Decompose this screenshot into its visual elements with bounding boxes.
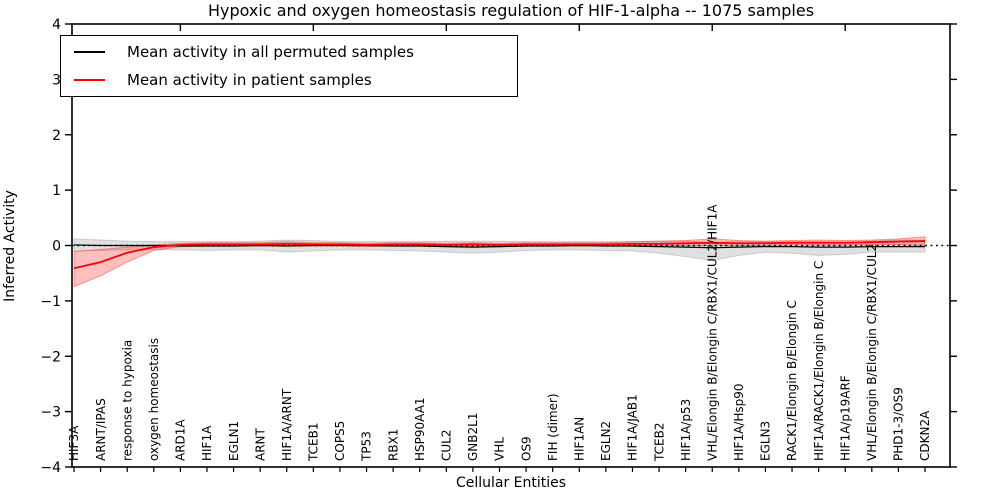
entity-label: TCEB1: [307, 423, 321, 462]
entity-label: VHL: [493, 437, 507, 461]
entity-label: HIF1A/p19ARF: [838, 375, 852, 461]
entity-label: GNB2L1: [466, 413, 480, 461]
entity-label: FIH (dimer): [546, 393, 560, 461]
entity-label: CDKN2A: [918, 410, 932, 461]
entity-label: CUL2: [440, 430, 454, 461]
entity-label: RACK1/Elongin B/Elongin C: [785, 300, 799, 461]
entity-label: VHL/Elongin B/Elongin C/RBX1/CUL2: [865, 244, 879, 461]
entity-label: HIF1A: [200, 425, 214, 461]
legend-item-permuted: Mean activity in all permuted samples: [61, 39, 517, 65]
entity-label: EGLN2: [599, 421, 613, 461]
x-axis-label: Cellular Entities: [455, 475, 567, 491]
entity-label: PHD1-3/OS9: [892, 387, 906, 461]
entity-label: ARD1A: [174, 419, 188, 461]
entity-label: HSP90AA1: [413, 397, 427, 461]
entity-label: HIF1A/RACK1/Elongin B/Elongin C: [812, 261, 826, 461]
y-tick-label: 0: [52, 239, 61, 255]
y-tick-label: 4: [52, 17, 61, 33]
legend-label-patient: Mean activity in patient samples: [127, 71, 372, 90]
y-tick-label: 1: [52, 183, 61, 199]
y-tick-label: −2: [40, 349, 61, 365]
entity-label: response to hypoxia: [120, 340, 134, 461]
entity-label: HIF1A/JAB1: [626, 394, 640, 461]
entity-label: HIF1A/Hsp90: [732, 383, 746, 461]
legend-item-patient: Mean activity in patient samples: [61, 67, 517, 93]
permuted-line-swatch: [74, 50, 105, 53]
entity-label: HIF1A/ARNT: [280, 388, 294, 461]
patient-mean-line: [73, 240, 926, 270]
entity-label: TP53: [360, 431, 374, 462]
entity-label: ARNT: [253, 427, 267, 461]
y-tick-label: 2: [52, 128, 61, 144]
entity-label: VHL/Elongin B/Elongin C/RBX1/CUL2/HIF1A: [705, 204, 719, 461]
entity-label: RBX1: [386, 429, 400, 461]
y-tick-label: −4: [40, 460, 61, 476]
y-tick-label: −3: [40, 405, 61, 421]
entity-label: HIF1AN: [572, 417, 586, 461]
entity-label: ARNT/IPAS: [94, 398, 108, 461]
y-tick-label: −1: [40, 294, 61, 310]
entity-label: HIF3A: [67, 425, 81, 461]
entity-label: oxygen homeostasis: [147, 338, 161, 461]
permuted-mean-line: [73, 244, 925, 249]
entity-label: EGLN3: [759, 421, 773, 461]
patient-line-swatch: [74, 79, 105, 82]
chart-title: Hypoxic and oxygen homeostasis regulatio…: [207, 1, 815, 20]
entity-label: COPS5: [333, 421, 347, 461]
entity-label: TCEB2: [652, 423, 666, 462]
y-axis-label: Inferred Activity: [2, 190, 18, 302]
legend: Mean activity in all permuted samples Me…: [60, 35, 518, 97]
entity-label: EGLN1: [227, 421, 241, 461]
entity-label: OS9: [519, 436, 533, 461]
legend-label-permuted: Mean activity in all permuted samples: [127, 42, 414, 61]
entity-label: HIF1A/p53: [679, 399, 693, 461]
y-tick-label: 3: [52, 72, 61, 88]
